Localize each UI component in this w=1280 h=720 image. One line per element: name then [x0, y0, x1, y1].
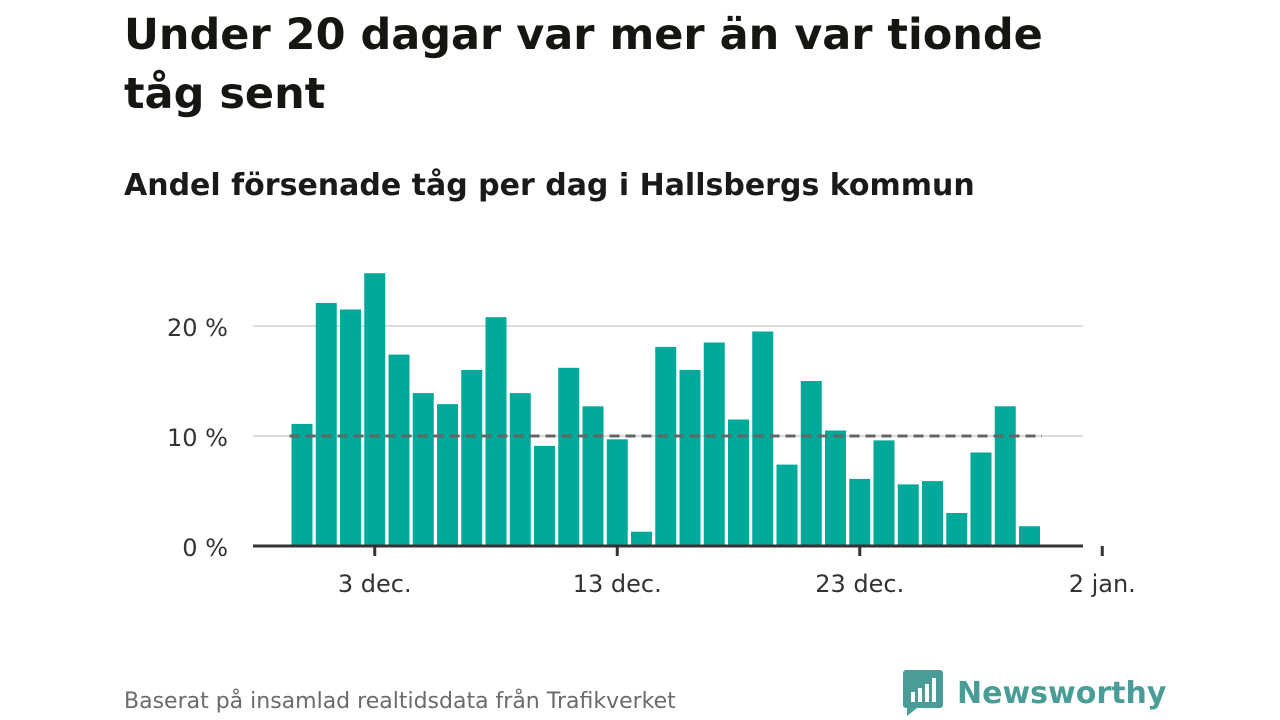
chart-subtitle: Andel försenade tåg per dag i Hallsbergs… [124, 168, 975, 203]
bar [412, 393, 434, 546]
bar [437, 404, 458, 546]
bar [388, 354, 410, 546]
x-tick-label: 23 dec. [815, 570, 904, 598]
bar [946, 513, 968, 546]
bar [509, 393, 531, 546]
bar [655, 346, 677, 546]
bar [291, 423, 313, 546]
bar [970, 452, 992, 546]
bar [849, 478, 871, 546]
y-tick-label: 10 % [167, 424, 228, 452]
x-axis: 3 dec. 13 dec. 23 dec. 2 jan. [253, 544, 1136, 598]
x-tick-label: 13 dec. [573, 570, 662, 598]
y-tick-label: 20 % [167, 314, 228, 342]
brand-name: Newsworthy [957, 675, 1167, 711]
bar [897, 484, 919, 546]
source-note: Baserat på insamlad realtidsdata från Tr… [124, 689, 676, 714]
bar [703, 342, 725, 546]
bars [291, 273, 1040, 546]
bar [340, 309, 361, 546]
bar [728, 419, 749, 546]
bar [534, 445, 555, 546]
y-axis-ticks: 0 % 10 % 20 % [167, 314, 228, 562]
y-tick-label: 0 % [182, 534, 228, 562]
x-tick-label: 3 dec. [338, 570, 412, 598]
bar [582, 406, 604, 546]
bar [776, 464, 798, 546]
bar [461, 370, 483, 546]
bar [1019, 526, 1040, 546]
brand: Newsworthy [903, 670, 1166, 716]
bar [752, 331, 774, 546]
bar [315, 302, 337, 546]
bar [485, 317, 507, 546]
newsworthy-logo-icon [903, 670, 943, 716]
bar [873, 440, 895, 546]
bar [922, 481, 943, 546]
bar-chart: 0 % 10 % 20 % 3 dec. 13 dec. 23 dec. 2 jan. [167, 273, 1136, 598]
bar [364, 273, 386, 546]
bar [994, 406, 1016, 546]
bar [606, 439, 628, 546]
bar [558, 367, 580, 546]
bar [800, 381, 822, 546]
x-tick-label: 2 jan. [1069, 570, 1136, 598]
bar [825, 430, 846, 546]
bar [679, 370, 701, 546]
bar [631, 531, 652, 546]
chart-title: Under 20 dagar var mer än var tionde tåg… [124, 10, 1043, 119]
